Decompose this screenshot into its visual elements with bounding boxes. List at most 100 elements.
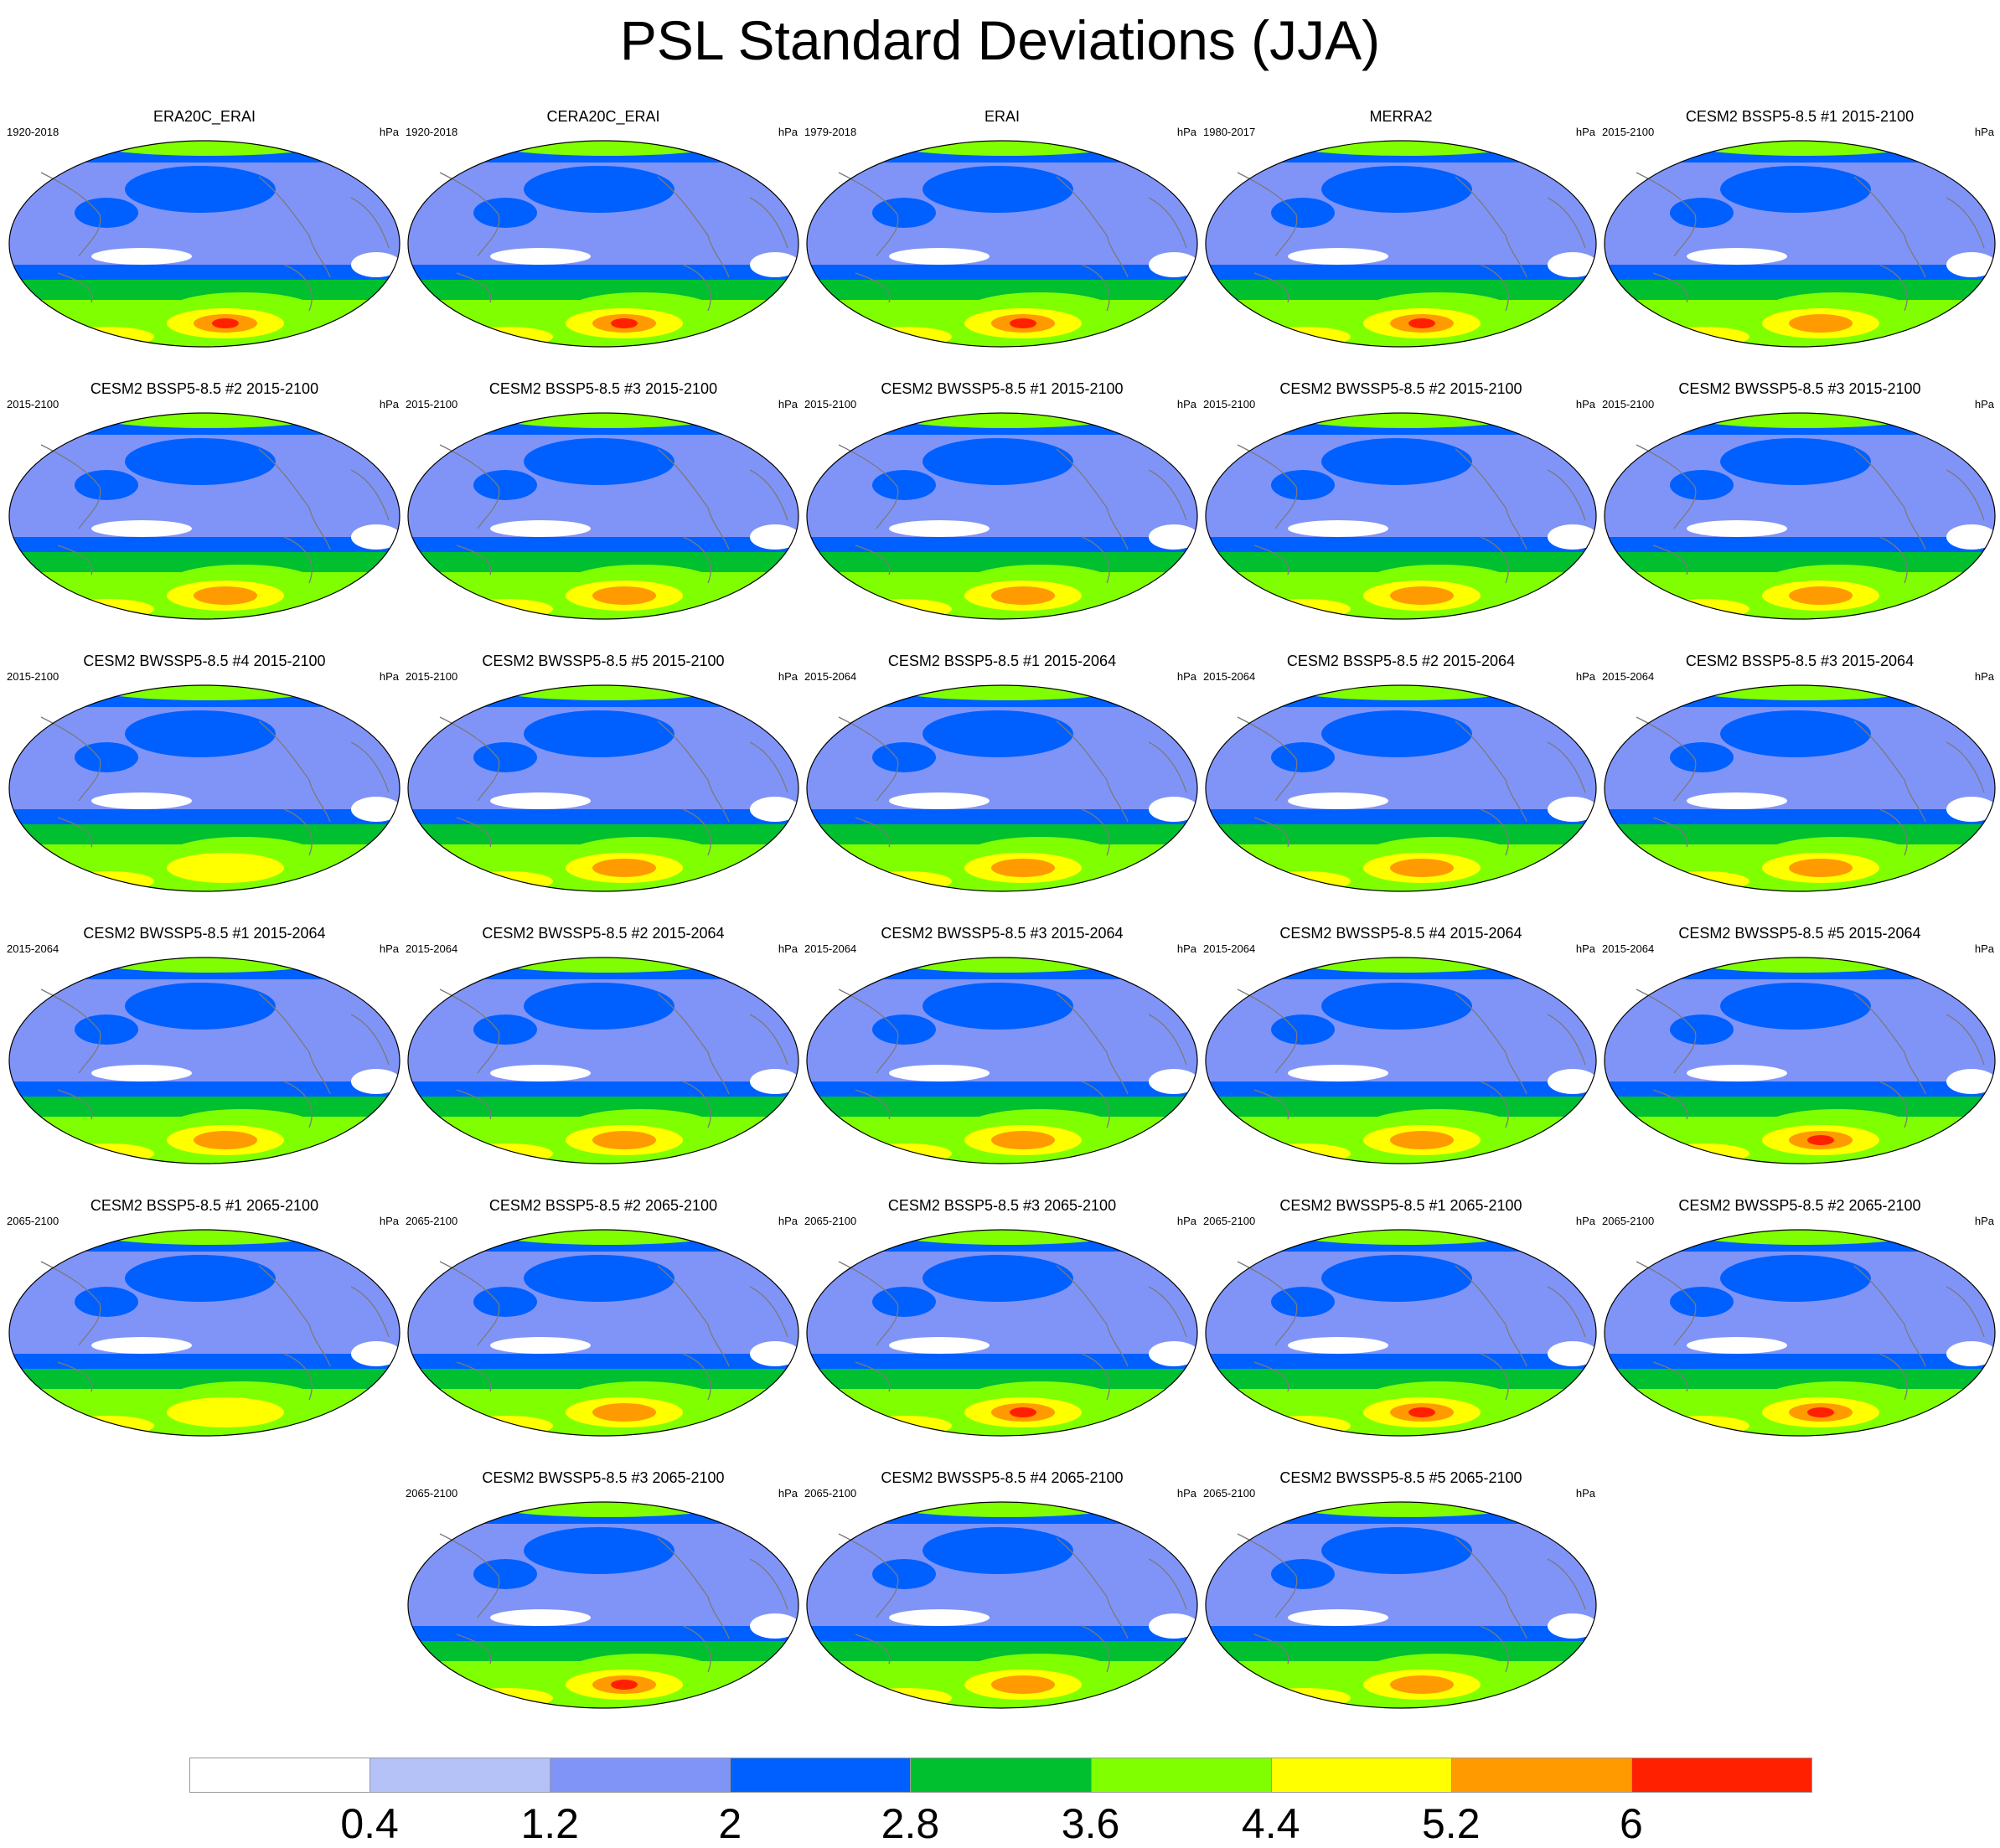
southern-blob-west — [839, 844, 956, 875]
coastline — [838, 1533, 899, 1618]
coastline — [1853, 1265, 1926, 1367]
atlantic-low-variance — [750, 252, 798, 277]
colorbar-swatch — [1090, 1758, 1272, 1793]
panel-units: hPa — [1974, 1215, 1994, 1227]
southern-max-yellow — [167, 853, 284, 883]
coastline — [456, 1361, 492, 1392]
antarctic-coast-yellow — [860, 1688, 952, 1708]
coastline — [749, 1558, 788, 1610]
panel-units: hPa — [778, 670, 798, 683]
arctic-high-variance — [1687, 141, 1921, 156]
arctic-high-variance — [91, 413, 326, 428]
coastline — [40, 716, 101, 802]
north-pacific-band — [1720, 710, 1871, 757]
coastline — [1253, 1361, 1289, 1392]
coastline — [1455, 720, 1527, 823]
panel-units: hPa — [1575, 1487, 1595, 1500]
panel-title: CESM2 BWSSP5-8.5 #2 2015-2100 — [1279, 380, 1522, 397]
southern-blob-west — [41, 844, 158, 875]
coastline — [1636, 1261, 1697, 1346]
panel-units: hPa — [1176, 1487, 1196, 1500]
arctic-high-variance — [889, 1502, 1124, 1517]
coastline — [855, 545, 891, 576]
north-pacific-band — [1321, 1527, 1472, 1574]
tropical-low-variance — [490, 1337, 591, 1354]
panel-title: CESM2 BSSP5-8.5 #1 2065-2100 — [90, 1197, 319, 1214]
coastline — [1081, 1625, 1110, 1673]
north-pacific-variance — [75, 742, 138, 772]
north-pacific-band — [524, 438, 674, 485]
southern-blob-west — [1636, 300, 1754, 330]
north-pacific-variance — [1670, 470, 1734, 500]
panel-period: 2015-2100 — [804, 398, 857, 410]
southern-max-orange — [991, 1131, 1055, 1149]
map-border — [1205, 140, 1597, 348]
panel-title: CESM2 BWSSP5-8.5 #1 2015-2064 — [83, 925, 326, 942]
robinson-map — [1604, 140, 1996, 348]
antarctic-coast-yellow — [1258, 1143, 1351, 1164]
panel-title: CESM2 BSSP5-8.5 #1 2015-2100 — [1685, 108, 1915, 125]
coastline — [1237, 1533, 1298, 1618]
map-panel: CESM2 BSSP5-8.5 #2 2015-2064 2015-2064 hPa — [1202, 652, 1600, 911]
robinson-map — [806, 1501, 1198, 1709]
arctic-high-variance — [1687, 413, 1921, 428]
north-pacific-variance — [473, 1559, 537, 1589]
atlantic-low-variance — [750, 1341, 798, 1366]
coastline — [838, 172, 899, 257]
southern-max-red — [1408, 318, 1435, 328]
map-border — [407, 412, 799, 620]
coastline — [258, 1265, 331, 1367]
panel-units: hPa — [1575, 670, 1595, 683]
robinson-map — [407, 1501, 799, 1709]
southern-max-orange — [1390, 1131, 1454, 1149]
southern-blob-west — [1238, 572, 1355, 602]
north-pacific-band — [524, 710, 674, 757]
coastline — [456, 545, 492, 576]
antarctic-coast-yellow — [62, 327, 154, 347]
coastline — [657, 448, 730, 550]
coastline — [682, 264, 711, 312]
coastline — [1081, 808, 1110, 856]
north-pacific-band — [1321, 983, 1472, 1030]
coastline — [283, 1081, 313, 1128]
coastline — [1237, 172, 1298, 257]
coastline — [1853, 176, 1926, 278]
coastline — [40, 444, 101, 529]
colorbar-swatch — [1630, 1758, 1812, 1793]
southern-blob-west — [41, 1117, 158, 1147]
panel-title: CESM2 BWSSP5-8.5 #3 2015-2064 — [881, 925, 1124, 942]
map-panel: CESM2 BWSSP5-8.5 #5 2015-2100 2015-2100 hP… — [404, 652, 803, 911]
atlantic-low-variance — [1149, 1341, 1197, 1366]
atlantic-low-variance — [1149, 252, 1197, 277]
tropical-low-variance — [91, 1337, 192, 1354]
arctic-high-variance — [490, 1230, 725, 1245]
coastline — [40, 1261, 101, 1346]
coastline — [657, 1265, 730, 1367]
atlantic-low-variance — [1548, 1069, 1596, 1094]
arctic-high-variance — [1288, 1230, 1522, 1245]
southern-max-orange — [991, 859, 1055, 877]
panel-units: hPa — [1176, 398, 1196, 410]
panel-period: 2015-2064 — [804, 670, 857, 683]
robinson-map — [806, 957, 1198, 1164]
north-pacific-band — [1321, 1255, 1472, 1302]
coastline — [1879, 1353, 1908, 1401]
map-panel: CESM2 BSSP5-8.5 #2 2065-2100 2065-2100 hPa — [404, 1196, 803, 1456]
panel-title: CESM2 BWSSP5-8.5 #5 2015-2100 — [482, 653, 725, 669]
coastline — [1455, 448, 1527, 550]
panel-period: 2065-2100 — [406, 1487, 458, 1500]
map-panel: CESM2 BWSSP5-8.5 #4 2015-2100 2015-2100 hP… — [5, 652, 404, 911]
map-border — [806, 412, 1198, 620]
antarctic-coast-yellow — [1258, 871, 1351, 891]
map-panel: CESM2 BSSP5-8.5 #3 2015-2064 2015-2064 hPa — [1600, 652, 1999, 911]
panel-period: 2015-2100 — [406, 670, 458, 683]
robinson-map — [1604, 412, 1996, 620]
north-pacific-band — [125, 983, 276, 1030]
north-pacific-variance — [75, 198, 138, 228]
coastline — [1148, 1014, 1187, 1066]
panel-period: 2065-2100 — [406, 1215, 458, 1227]
north-pacific-variance — [75, 1287, 138, 1317]
panel-title: CESM2 BWSSP5-8.5 #2 2015-2064 — [482, 925, 725, 942]
coastline — [1636, 444, 1697, 529]
map-border — [8, 1229, 401, 1437]
